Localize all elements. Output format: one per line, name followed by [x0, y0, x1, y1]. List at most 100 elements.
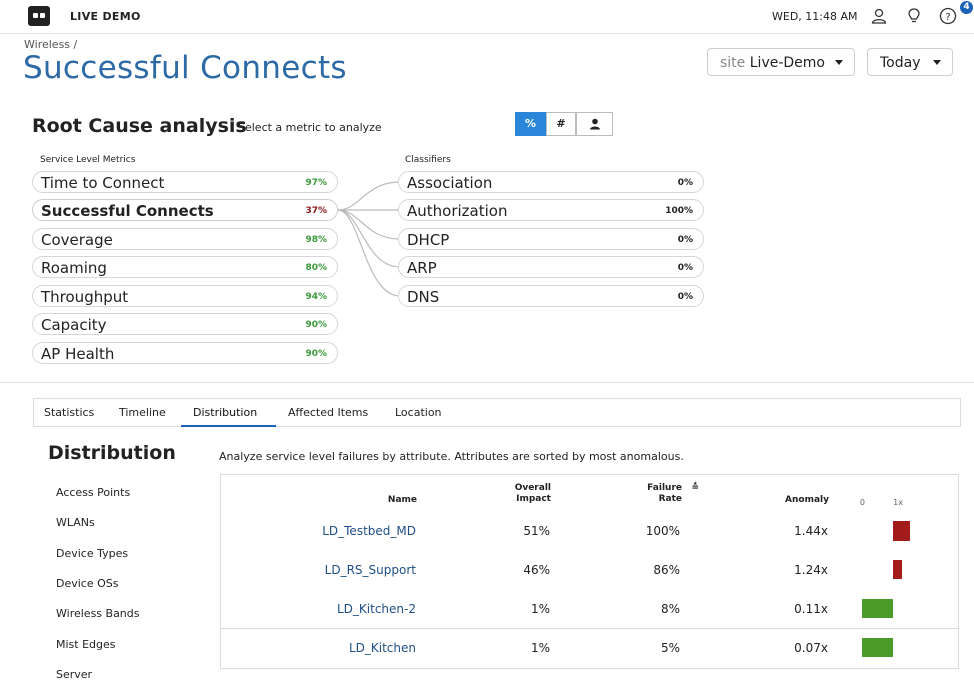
- attribute-mist-edges[interactable]: Mist Edges: [56, 638, 116, 651]
- metric-name: AP Health: [41, 345, 115, 363]
- classifier-connectors: [337, 181, 401, 297]
- metric-name: Roaming: [41, 259, 107, 277]
- site-dropdown-value: Live-Demo: [749, 55, 825, 71]
- metric-coverage[interactable]: Coverage 98%: [32, 228, 338, 250]
- distribution-table: Name Overall Impact Failure Rate ≛ Anoma…: [220, 474, 959, 669]
- clock-label: WED, 11:48 AM: [772, 10, 858, 23]
- user-icon[interactable]: [869, 6, 889, 26]
- page-title: Successful Connects: [23, 50, 347, 86]
- anomaly-bar: [862, 599, 893, 618]
- metric-value: 37%: [305, 206, 327, 216]
- metric-time-to-connect[interactable]: Time to Connect 97%: [32, 171, 338, 193]
- metric-roaming[interactable]: Roaming 80%: [32, 256, 338, 278]
- tab-location[interactable]: Location: [395, 406, 442, 419]
- metric-successful-connects[interactable]: Successful Connects 37%: [32, 199, 338, 221]
- metrics-heading: Service Level Metrics: [40, 155, 136, 165]
- chevron-down-icon: [835, 60, 843, 65]
- row-name-link[interactable]: LD_Kitchen: [348, 641, 416, 655]
- classifier-name: DHCP: [407, 231, 450, 249]
- classifier-dhcp[interactable]: DHCP 0%: [398, 228, 704, 250]
- help-badge: 4: [960, 1, 973, 14]
- column-header-failure-rate[interactable]: Failure Rate: [621, 483, 682, 505]
- row-impact: 51%: [523, 524, 550, 538]
- row-anomaly: 0.11x: [794, 602, 828, 616]
- metric-ap-health[interactable]: AP Health 90%: [32, 342, 338, 364]
- classifier-arp[interactable]: ARP 0%: [398, 256, 704, 278]
- classifiers-heading: Classifiers: [405, 155, 451, 165]
- metric-value: 94%: [305, 292, 327, 302]
- attribute-access-points[interactable]: Access Points: [56, 486, 131, 499]
- user-toggle[interactable]: [576, 112, 613, 136]
- date-dropdown-value: Today: [880, 55, 921, 71]
- rca-title: Root Cause analysis: [32, 115, 247, 137]
- chevron-down-icon: [933, 60, 941, 65]
- row-name-link[interactable]: LD_Kitchen-2: [337, 602, 416, 616]
- metric-capacity[interactable]: Capacity 90%: [32, 313, 338, 335]
- metric-value: 90%: [305, 349, 327, 359]
- column-header-name[interactable]: Name: [387, 495, 417, 505]
- svg-text:?: ?: [945, 12, 950, 23]
- metric-name: Throughput: [41, 288, 129, 306]
- row-name-link[interactable]: LD_RS_Support: [324, 563, 416, 577]
- classifier-value: 0%: [677, 178, 693, 188]
- classifier-value: 0%: [677, 292, 693, 302]
- row-failure-rate: 5%: [660, 641, 680, 655]
- row-impact: 1%: [530, 602, 550, 616]
- help-icon[interactable]: ?: [938, 6, 958, 26]
- row-failure-rate: 100%: [645, 524, 680, 538]
- metric-name: Time to Connect: [41, 174, 165, 192]
- attribute-server[interactable]: Server: [56, 668, 93, 681]
- site-dropdown[interactable]: site Live-Demo: [707, 48, 855, 76]
- count-toggle[interactable]: #: [546, 112, 576, 136]
- distribution-description: Analyze service level failures by attrib…: [219, 450, 684, 463]
- classifier-value: 0%: [677, 263, 693, 273]
- row-name-link[interactable]: LD_Testbed_MD: [322, 524, 416, 538]
- tab-distribution[interactable]: Distribution: [193, 406, 258, 419]
- row-anomaly: 0.07x: [794, 641, 828, 655]
- tab-timeline[interactable]: Timeline: [119, 406, 166, 419]
- classifier-name: DNS: [407, 288, 440, 306]
- metric-value: 80%: [305, 263, 327, 273]
- tab-statistics[interactable]: Statistics: [44, 406, 95, 419]
- row-anomaly: 1.24x: [794, 563, 828, 577]
- column-header-impact[interactable]: Overall Impact: [514, 483, 551, 504]
- user-icon: [589, 118, 600, 130]
- column-header-anomaly[interactable]: Anomaly: [785, 495, 829, 505]
- classifier-value: 100%: [665, 206, 693, 216]
- row-failure-rate: 86%: [653, 563, 680, 577]
- anomaly-bar: [893, 521, 910, 541]
- site-dropdown-label: site: [720, 55, 746, 71]
- row-anomaly: 1.44x: [794, 524, 828, 538]
- percent-toggle[interactable]: %: [515, 112, 546, 136]
- top-bar: LIVE DEMO WED, 11:48 AM ? 4: [0, 0, 974, 34]
- rca-subtitle: Select a metric to analyze: [238, 121, 382, 134]
- row-impact: 1%: [530, 641, 550, 655]
- active-tab-indicator: [181, 425, 276, 427]
- metric-throughput[interactable]: Throughput 94%: [32, 285, 338, 307]
- classifier-dns[interactable]: DNS 0%: [398, 285, 704, 307]
- tab-affected-items[interactable]: Affected Items: [288, 406, 369, 419]
- date-dropdown[interactable]: Today: [867, 48, 953, 76]
- anomaly-bar: [862, 638, 893, 657]
- tab-bar: Statistics Timeline Distribution Affecte…: [33, 398, 961, 427]
- column-header-failure-label: Failure Rate: [647, 483, 682, 504]
- row-impact: 46%: [523, 563, 550, 577]
- metric-name: Capacity: [41, 316, 107, 334]
- breadcrumb[interactable]: Wireless /: [24, 38, 78, 51]
- metric-value: 97%: [305, 178, 327, 188]
- row-divider: [221, 628, 958, 629]
- attribute-wlans[interactable]: WLANs: [56, 516, 95, 529]
- logo-icon[interactable]: [28, 6, 50, 26]
- classifier-authorization[interactable]: Authorization 100%: [398, 199, 704, 221]
- sort-desc-icon[interactable]: ≛: [691, 483, 699, 493]
- lightbulb-icon[interactable]: [904, 6, 924, 26]
- attribute-device-oss[interactable]: Device OSs: [56, 577, 119, 590]
- classifier-value: 0%: [677, 235, 693, 245]
- attribute-wireless-bands[interactable]: Wireless Bands: [56, 607, 140, 620]
- attribute-device-types[interactable]: Device Types: [56, 547, 129, 560]
- anomaly-scale-min: 0: [859, 498, 865, 507]
- row-failure-rate: 8%: [660, 602, 680, 616]
- classifier-name: Association: [407, 174, 493, 192]
- classifier-association[interactable]: Association 0%: [398, 171, 704, 193]
- metric-name: Coverage: [41, 231, 113, 249]
